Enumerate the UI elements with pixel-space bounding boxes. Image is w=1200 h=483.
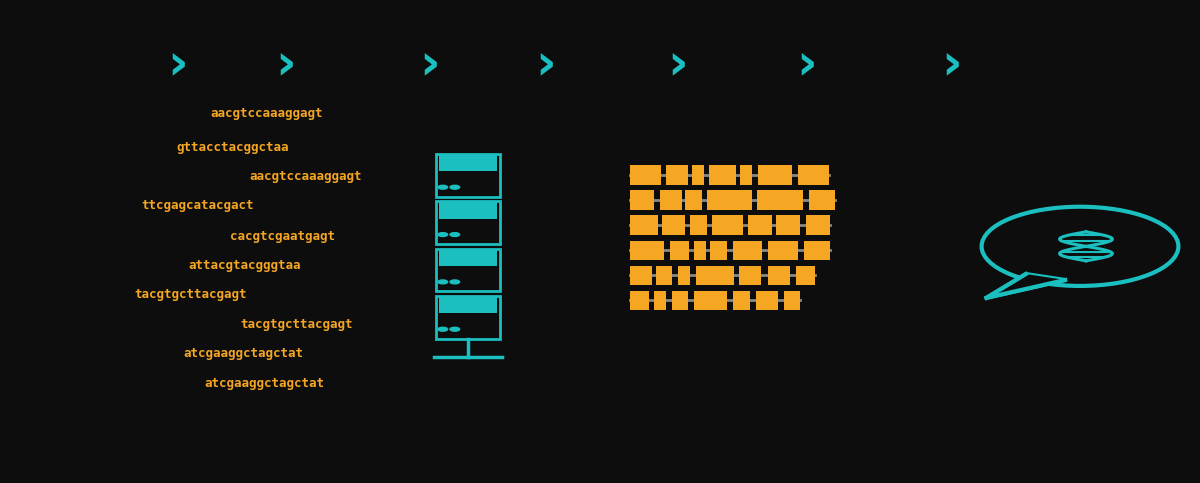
Bar: [630, 190, 654, 210]
Circle shape: [438, 280, 448, 284]
Text: ›: ›: [419, 41, 440, 89]
Bar: [809, 190, 835, 210]
Bar: [709, 165, 736, 185]
Bar: [757, 190, 803, 210]
Bar: [630, 291, 649, 310]
Bar: [694, 241, 706, 260]
Bar: [690, 215, 707, 235]
Text: aacgtccaaaggagt: aacgtccaaaggagt: [210, 107, 323, 120]
Circle shape: [450, 280, 460, 284]
Text: ttcgagcatacgact: ttcgagcatacgact: [142, 199, 254, 212]
Bar: [630, 266, 652, 285]
Bar: [796, 266, 815, 285]
Circle shape: [450, 185, 460, 189]
Bar: [656, 266, 672, 285]
Bar: [739, 266, 761, 285]
Bar: [439, 202, 497, 218]
Text: ›: ›: [796, 41, 817, 89]
Bar: [712, 215, 743, 235]
Circle shape: [450, 233, 460, 237]
Bar: [670, 241, 689, 260]
Bar: [798, 165, 829, 185]
Bar: [806, 215, 830, 235]
Bar: [660, 190, 682, 210]
Bar: [740, 165, 752, 185]
Bar: [436, 249, 500, 291]
Bar: [630, 165, 661, 185]
Bar: [804, 241, 830, 260]
Text: ›: ›: [535, 41, 557, 89]
Circle shape: [438, 185, 448, 189]
Bar: [756, 291, 778, 310]
Bar: [662, 215, 685, 235]
Bar: [696, 266, 734, 285]
Bar: [768, 266, 790, 285]
Text: tacgtgcttacgagt: tacgtgcttacgagt: [134, 288, 247, 301]
Bar: [654, 291, 666, 310]
Bar: [666, 165, 688, 185]
Text: ›: ›: [667, 41, 689, 89]
Bar: [710, 241, 727, 260]
Circle shape: [438, 327, 448, 331]
Bar: [439, 250, 497, 266]
Bar: [768, 241, 798, 260]
Bar: [733, 241, 762, 260]
Bar: [758, 165, 792, 185]
Bar: [685, 190, 702, 210]
Text: atcgaaggctagctat: atcgaaggctagctat: [184, 347, 304, 360]
Text: gttacctacggctaa: gttacctacggctaa: [176, 141, 289, 154]
Text: atcgaaggctagctat: atcgaaggctagctat: [204, 378, 324, 390]
Bar: [692, 165, 704, 185]
Text: ›: ›: [167, 41, 188, 89]
Bar: [436, 296, 500, 339]
Bar: [630, 241, 664, 260]
Text: aacgtccaaaggagt: aacgtccaaaggagt: [250, 170, 362, 183]
Circle shape: [450, 327, 460, 331]
Polygon shape: [986, 274, 1066, 298]
Bar: [630, 215, 658, 235]
Text: ›: ›: [941, 41, 962, 89]
Text: ›: ›: [275, 41, 296, 89]
Bar: [694, 291, 727, 310]
Bar: [436, 201, 500, 244]
Bar: [733, 291, 750, 310]
Bar: [436, 154, 500, 197]
Bar: [439, 297, 497, 313]
Bar: [776, 215, 800, 235]
Text: attacgtacgggtaa: attacgtacgggtaa: [188, 259, 301, 272]
Bar: [784, 291, 800, 310]
Bar: [748, 215, 772, 235]
Text: cacgtcgaatgagt: cacgtcgaatgagt: [230, 230, 336, 243]
Bar: [707, 190, 752, 210]
Bar: [672, 291, 688, 310]
Circle shape: [438, 233, 448, 237]
Text: tacgtgcttacgagt: tacgtgcttacgagt: [240, 318, 353, 331]
Bar: [439, 155, 497, 171]
Bar: [678, 266, 690, 285]
